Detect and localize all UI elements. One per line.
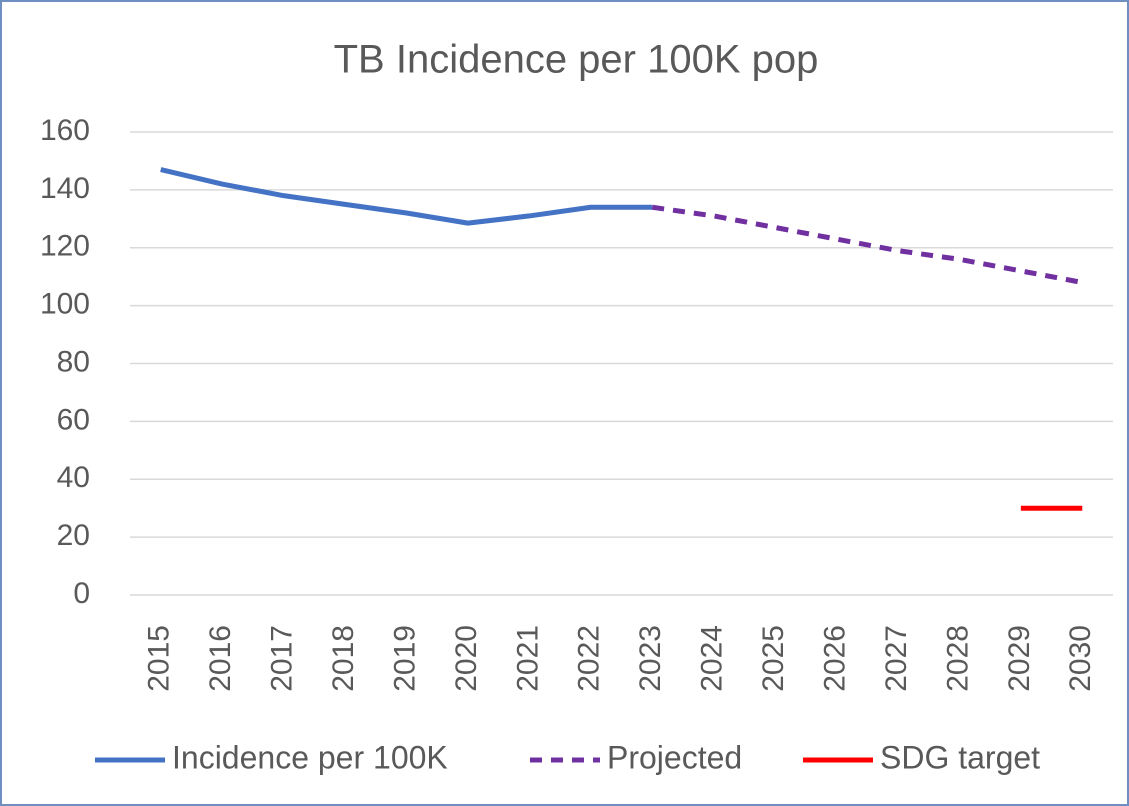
x-tick-label: 2017 — [266, 625, 299, 692]
x-tick-label: 2030 — [1064, 625, 1097, 692]
y-tick-label: 40 — [57, 461, 90, 494]
x-tick-label: 2020 — [450, 625, 483, 692]
line-series — [651, 204, 1083, 285]
y-tick-label: 80 — [57, 345, 90, 378]
x-tick-label: 2028 — [941, 625, 974, 692]
y-tick-label: 160 — [40, 114, 90, 147]
y-tick-label: 140 — [40, 172, 90, 205]
x-tick-label: 2021 — [511, 625, 544, 692]
x-tick-label: 2022 — [573, 625, 606, 692]
chart-title: TB Incidence per 100K pop — [334, 38, 819, 82]
y-tick-label: 60 — [57, 403, 90, 436]
y-tick-label: 0 — [73, 577, 90, 610]
x-tick-label: 2023 — [634, 625, 667, 692]
x-tick-label: 2024 — [696, 625, 729, 692]
legend-label: Incidence per 100K — [172, 739, 448, 775]
legend-label: Projected — [607, 739, 742, 775]
x-tick-label: 2019 — [388, 625, 421, 692]
x-tick-label: 2029 — [1003, 625, 1036, 692]
y-tick-label: 100 — [40, 288, 90, 321]
legend-label: SDG target — [880, 739, 1040, 775]
line-series — [160, 167, 653, 226]
x-tick-label: 2026 — [818, 625, 851, 692]
x-tick-label: 2025 — [757, 625, 790, 692]
x-tick-label: 2015 — [143, 625, 176, 692]
x-tick-label: 2016 — [204, 625, 237, 692]
x-tick-label: 2018 — [327, 625, 360, 692]
y-tick-label: 120 — [40, 230, 90, 263]
x-tick-label: 2027 — [880, 625, 913, 692]
y-tick-label: 20 — [57, 519, 90, 552]
